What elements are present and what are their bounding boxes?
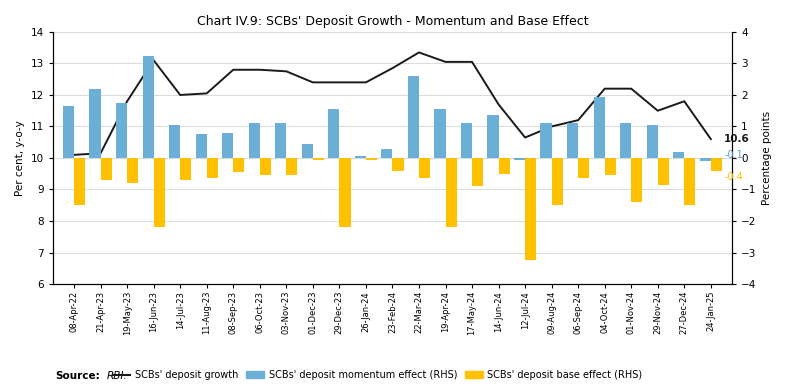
Bar [366, 158, 377, 159]
Bar [260, 158, 271, 175]
Bar [647, 125, 658, 158]
Bar [275, 123, 286, 158]
Bar [673, 152, 684, 158]
Bar [434, 109, 445, 158]
Bar [180, 158, 191, 180]
Bar [604, 158, 616, 175]
Text: RBI.: RBI. [106, 371, 127, 381]
Bar [472, 158, 483, 186]
Bar [498, 158, 510, 174]
Bar [381, 149, 393, 158]
Bar [684, 158, 696, 205]
Bar [552, 158, 563, 205]
Bar [700, 158, 711, 161]
Bar [631, 158, 642, 202]
Text: Source:: Source: [55, 371, 100, 381]
Bar [90, 89, 101, 158]
Bar [196, 134, 207, 158]
Bar [328, 109, 339, 158]
Text: -0.4: -0.4 [724, 172, 743, 182]
Bar [355, 156, 366, 158]
Bar [63, 106, 74, 158]
Bar [127, 158, 139, 183]
Bar [445, 158, 456, 227]
Bar [578, 158, 589, 179]
Bar [393, 158, 404, 171]
Bar [301, 144, 313, 158]
Bar [461, 123, 472, 158]
Bar [593, 97, 604, 158]
Bar [207, 158, 218, 179]
Bar [408, 76, 419, 158]
Bar [711, 158, 722, 171]
Bar [419, 158, 430, 179]
Bar [169, 125, 180, 158]
Bar [249, 123, 260, 158]
Bar [153, 158, 164, 227]
Bar [101, 158, 112, 180]
Title: Chart IV.9: SCBs' Deposit Growth - Momentum and Base Effect: Chart IV.9: SCBs' Deposit Growth - Momen… [197, 15, 588, 28]
Bar [233, 158, 245, 172]
Bar [541, 123, 552, 158]
Bar [487, 116, 498, 158]
Bar [525, 158, 536, 260]
Legend: SCBs' deposit growth, SCBs' deposit momentum effect (RHS), SCBs' deposit base ef: SCBs' deposit growth, SCBs' deposit mome… [113, 370, 642, 380]
Bar [116, 103, 127, 158]
Bar [286, 158, 297, 175]
Text: -0.1: -0.1 [724, 149, 743, 159]
Bar [514, 158, 525, 159]
Bar [567, 123, 578, 158]
Bar [620, 123, 631, 158]
Bar [313, 158, 324, 159]
Bar [142, 55, 153, 158]
Y-axis label: Per cent, y-o-y: Per cent, y-o-y [15, 120, 25, 196]
Bar [658, 158, 669, 185]
Bar [74, 158, 85, 205]
Y-axis label: Percentage points: Percentage points [762, 111, 772, 205]
Bar [222, 133, 233, 158]
Bar [339, 158, 350, 227]
Text: 10.6: 10.6 [724, 134, 750, 144]
